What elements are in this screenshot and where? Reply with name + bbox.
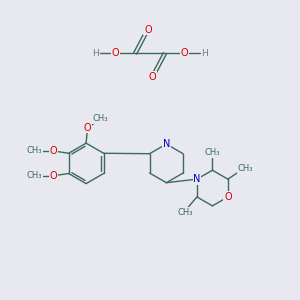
Text: CH₃: CH₃	[26, 171, 42, 180]
Text: O: O	[111, 48, 119, 59]
Text: CH₃: CH₃	[237, 164, 253, 173]
Text: O: O	[224, 192, 232, 202]
Text: H: H	[92, 49, 98, 58]
Text: O: O	[49, 146, 57, 156]
Text: CH₃: CH₃	[205, 148, 220, 157]
Text: CH₃: CH₃	[26, 146, 42, 155]
Text: H: H	[202, 49, 208, 58]
Text: O: O	[49, 171, 57, 181]
Text: O: O	[148, 72, 156, 82]
Text: O: O	[181, 48, 189, 59]
Text: CH₃: CH₃	[93, 114, 108, 123]
Text: N: N	[193, 174, 201, 184]
Text: O: O	[84, 123, 92, 133]
Text: O: O	[144, 25, 152, 34]
Text: CH₃: CH₃	[178, 208, 194, 217]
Text: N: N	[163, 139, 170, 149]
